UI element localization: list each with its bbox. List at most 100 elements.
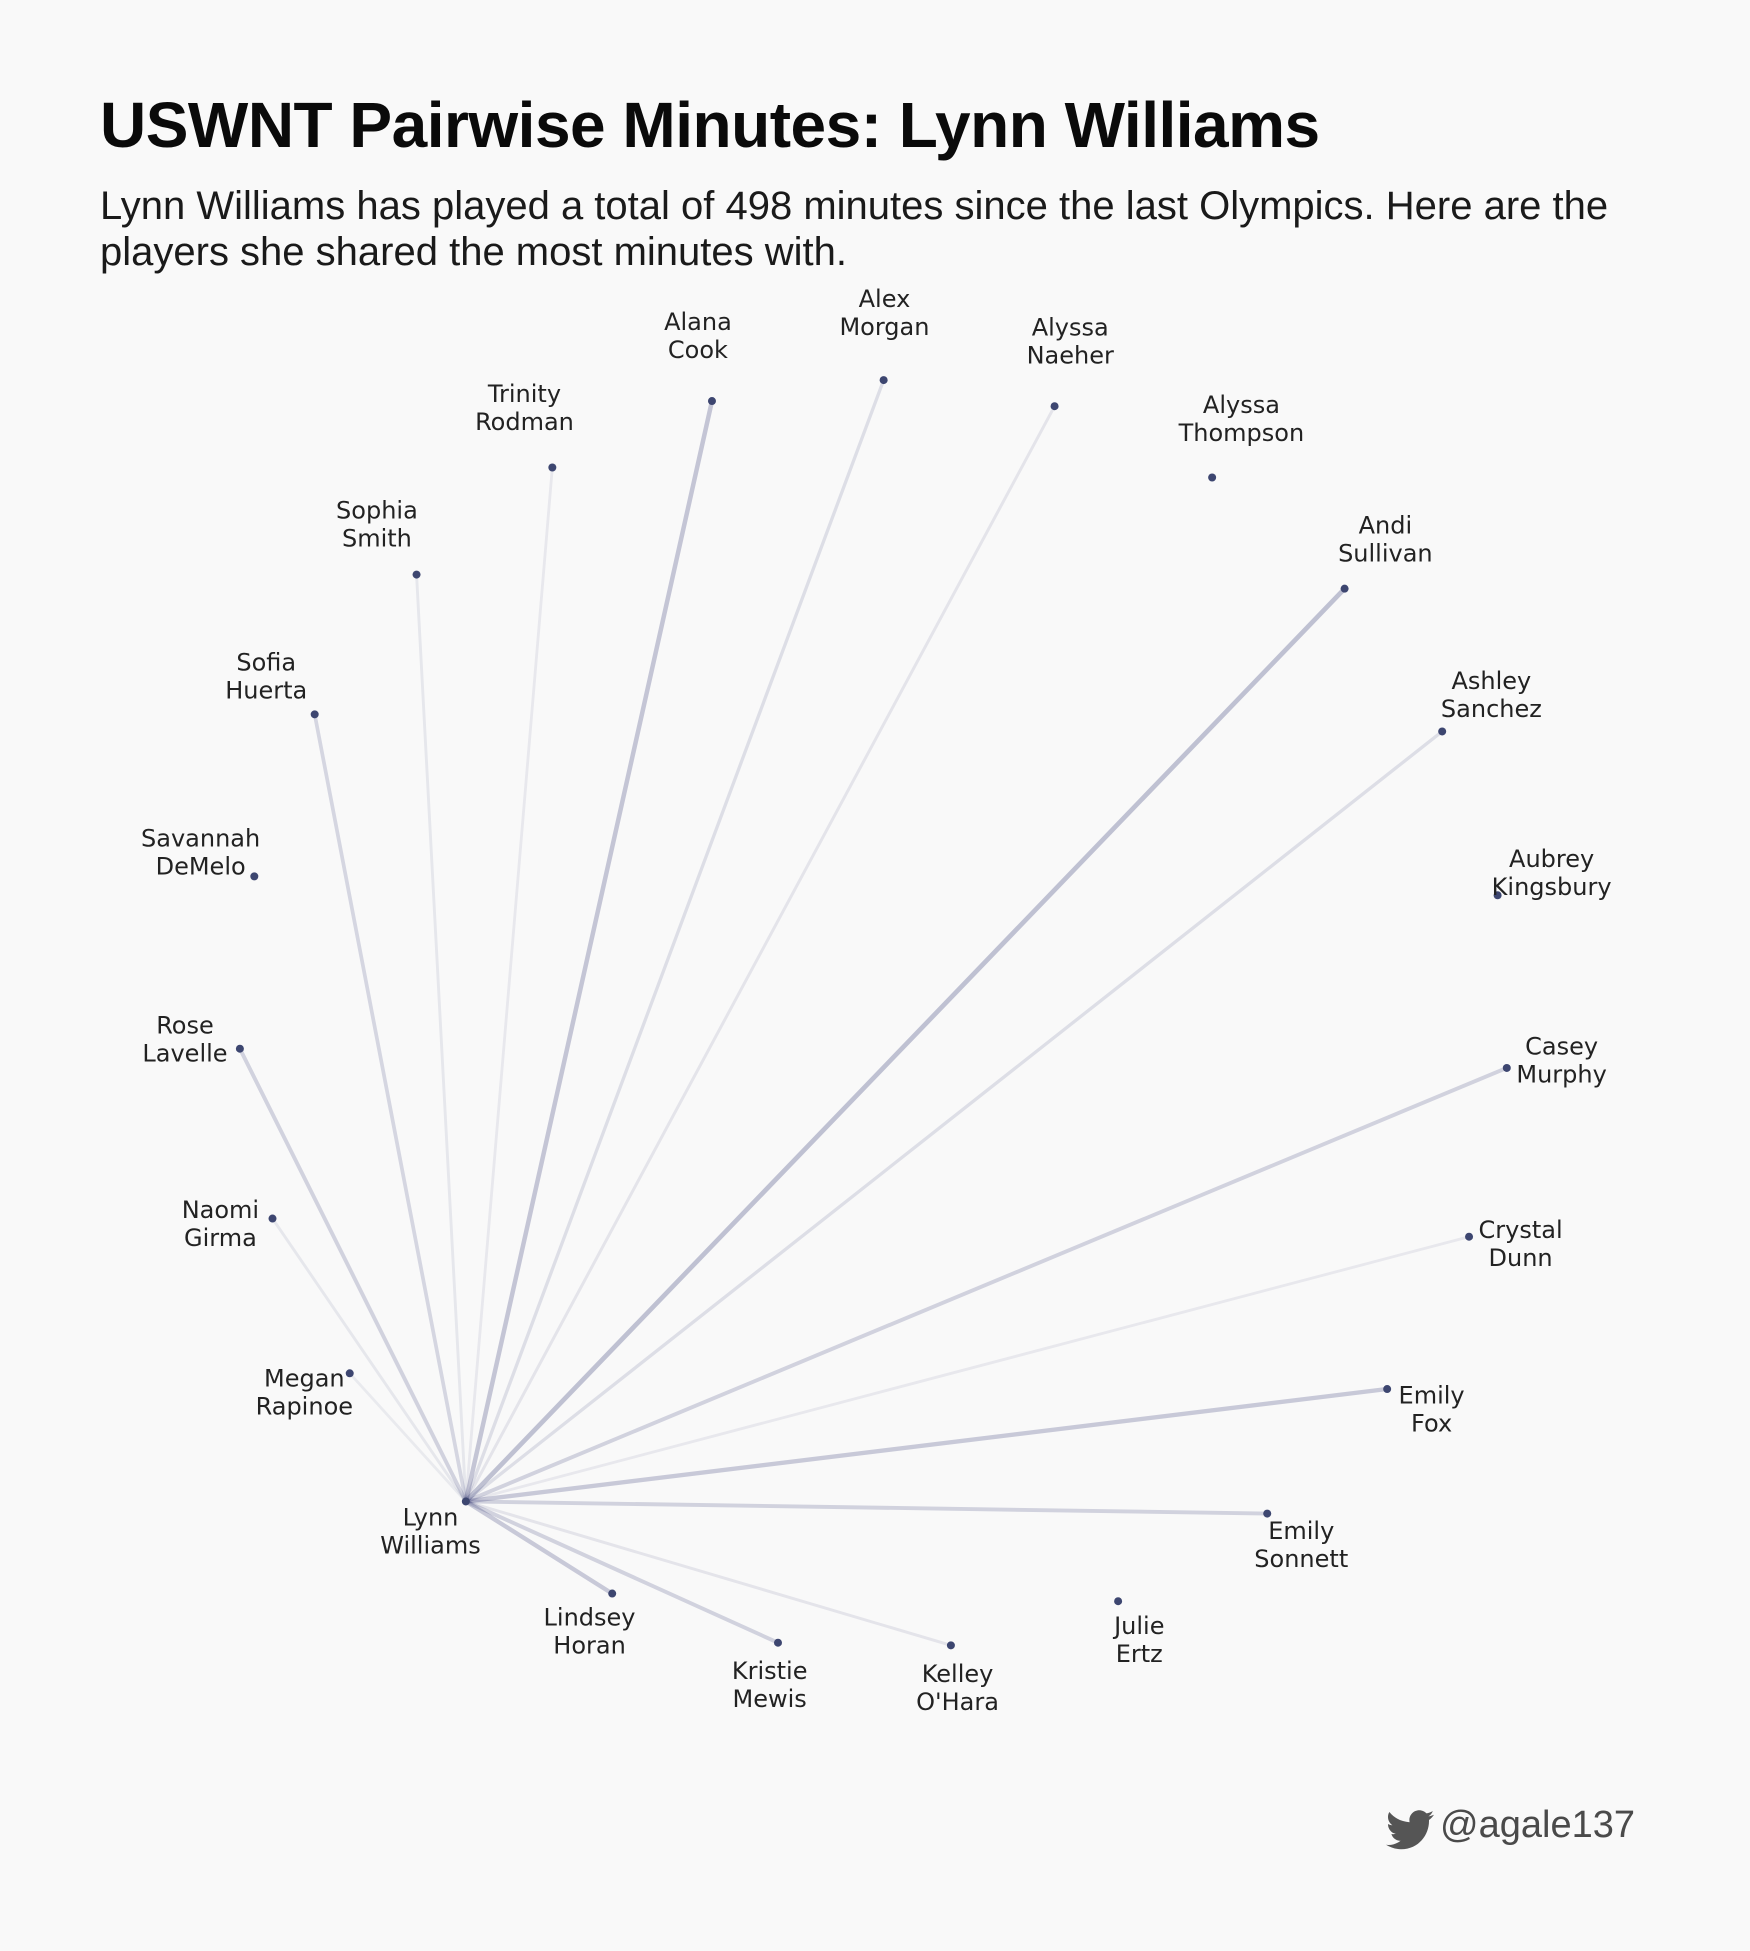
- node-label-savannah-demelo: Savannah DeMelo: [141, 824, 260, 880]
- node-alex-morgan: [879, 376, 888, 385]
- node-label-line: Ertz: [1116, 1640, 1163, 1668]
- node-label-line: Megan: [264, 1364, 345, 1392]
- edge-sophia-smith: [415, 573, 468, 1503]
- node-label-line: Alyssa: [1203, 391, 1280, 419]
- node-label-sophia-smith: Sophia Smith: [336, 496, 418, 552]
- node-label-line: Sanchez: [1441, 695, 1542, 723]
- node-label-line: Casey: [1525, 1033, 1598, 1061]
- node-label-trinity-rodman: Trinity Rodman: [475, 380, 574, 436]
- node-label-alex-morgan: Alex Morgan: [839, 285, 929, 341]
- edge-trinity-rodman: [464, 466, 554, 1503]
- node-savannah-demelo: [250, 872, 259, 881]
- node-emily-sonnett: [1263, 1509, 1272, 1518]
- node-label-line: Cook: [668, 336, 728, 364]
- node-label-line: Trinity: [487, 380, 561, 408]
- node-kristie-mewis: [773, 1638, 782, 1647]
- node-label-line: Sofia: [236, 648, 296, 676]
- node-label-line: Thompson: [1178, 419, 1305, 447]
- node-alyssa-naeher: [1050, 402, 1059, 411]
- edge-alex-morgan: [464, 378, 886, 1504]
- edge-kristie-mewis: [463, 1499, 780, 1645]
- node-label-line: Kelley: [922, 1660, 994, 1688]
- node-label-line: Horan: [553, 1632, 626, 1660]
- nodes-layer: [235, 376, 1511, 1650]
- node-label-line: Sonnett: [1254, 1545, 1348, 1573]
- node-label-kelley-o-hara: Kelley O'Hara: [916, 1660, 999, 1716]
- node-ashley-sanchez: [1438, 727, 1447, 736]
- node-alana-cook: [707, 397, 716, 406]
- node-label-line: Dunn: [1489, 1244, 1553, 1272]
- node-trinity-rodman: [548, 463, 557, 472]
- node-label-andi-sullivan: Andi Sullivan: [1338, 512, 1433, 568]
- node-label-line: Emily: [1268, 1517, 1334, 1545]
- node-label-line: Savannah: [141, 824, 260, 852]
- edge-sofia-huerta: [312, 712, 468, 1504]
- node-label-line: Murphy: [1516, 1061, 1606, 1089]
- node-label-line: Lindsey: [544, 1604, 636, 1632]
- node-label-aubrey-kingsbury: Aubrey Kingsbury: [1492, 845, 1612, 901]
- node-label-line: Ashley: [1451, 667, 1531, 695]
- node-label-line: Kingsbury: [1492, 873, 1612, 901]
- node-label-kristie-mewis: Kristie Mewis: [732, 1657, 808, 1713]
- edge-naomi-girma: [271, 1217, 468, 1503]
- node-label-sofia-huerta: Sofia Huerta: [225, 648, 307, 704]
- node-label-emily-fox: Emily Fox: [1399, 1381, 1465, 1437]
- node-label-line: Julie: [1112, 1612, 1164, 1640]
- node-label-line: Aubrey: [1509, 845, 1594, 873]
- edge-lindsey-horan: [463, 1499, 615, 1596]
- edges-layer: [237, 378, 1509, 1647]
- edge-casey-murphy: [463, 1065, 1509, 1504]
- node-crystal-dunn: [1465, 1232, 1474, 1241]
- edge-alyssa-naeher: [464, 404, 1057, 1503]
- node-label-line: O'Hara: [916, 1688, 999, 1716]
- node-label-line: Girma: [184, 1224, 257, 1252]
- node-lynn-williams: [461, 1497, 470, 1506]
- node-label-crystal-dunn: Crystal Dunn: [1479, 1216, 1563, 1272]
- twitter-icon: [1386, 1810, 1435, 1850]
- node-label-line: Andi: [1359, 512, 1413, 540]
- node-label-emily-sonnett: Emily Sonnett: [1254, 1517, 1348, 1573]
- node-label-line: Crystal: [1479, 1216, 1563, 1244]
- node-label-line: Smith: [342, 524, 412, 552]
- node-rose-lavelle: [235, 1044, 244, 1053]
- labels-layer: Lynn Williams Lindsey Horan Kristie Mewis Kell…: [141, 285, 1612, 1716]
- node-label-line: Lavelle: [142, 1040, 227, 1068]
- node-naomi-girma: [268, 1214, 277, 1223]
- chart-title: USWNT Pairwise Minutes: Lynn Williams: [100, 89, 1320, 161]
- node-label-lynn-williams: Lynn Williams: [380, 1504, 480, 1560]
- edge-megan-rapinoe: [348, 1371, 468, 1503]
- node-emily-fox: [1383, 1385, 1392, 1394]
- node-label-line: Williams: [380, 1532, 480, 1560]
- node-sophia-smith: [412, 570, 421, 579]
- node-label-line: Mewis: [733, 1685, 807, 1713]
- author-handle: @agale137: [1440, 1803, 1635, 1846]
- author-credit: @agale137: [1386, 1800, 1635, 1850]
- node-label-line: DeMelo: [156, 852, 246, 880]
- node-label-line: Naeher: [1027, 341, 1114, 369]
- node-label-line: Alyssa: [1032, 313, 1109, 341]
- node-label-line: Naomi: [182, 1196, 259, 1224]
- node-kelley-o-hara: [946, 1641, 955, 1650]
- edge-ashley-sanchez: [464, 729, 1444, 1504]
- node-alyssa-thompson: [1208, 473, 1217, 482]
- node-label-line: Emily: [1399, 1381, 1465, 1409]
- node-julie-ertz: [1114, 1597, 1123, 1606]
- node-label-line: Lynn: [403, 1504, 459, 1532]
- edge-kelley-o-hara: [464, 1499, 953, 1647]
- edge-andi-sullivan: [463, 586, 1347, 1504]
- edge-emily-fox: [463, 1386, 1390, 1504]
- node-label-line: Rapinoe: [256, 1392, 353, 1420]
- node-sofia-huerta: [310, 710, 319, 719]
- node-label-ashley-sanchez: Ashley Sanchez: [1441, 667, 1542, 723]
- node-label-alana-cook: Alana Cook: [664, 308, 732, 364]
- node-label-alyssa-thompson: Alyssa Thompson: [1178, 391, 1305, 447]
- node-aubrey-kingsbury: [1493, 891, 1502, 900]
- node-label-line: Rose: [156, 1012, 214, 1040]
- node-label-line: Sophia: [336, 496, 418, 524]
- node-label-line: Morgan: [839, 313, 929, 341]
- node-lindsey-horan: [608, 1589, 617, 1598]
- chart-subtitle: Lynn Williams has played a total of 498 …: [100, 184, 1609, 274]
- edge-emily-sonnett: [463, 1499, 1270, 1516]
- node-megan-rapinoe: [345, 1369, 354, 1378]
